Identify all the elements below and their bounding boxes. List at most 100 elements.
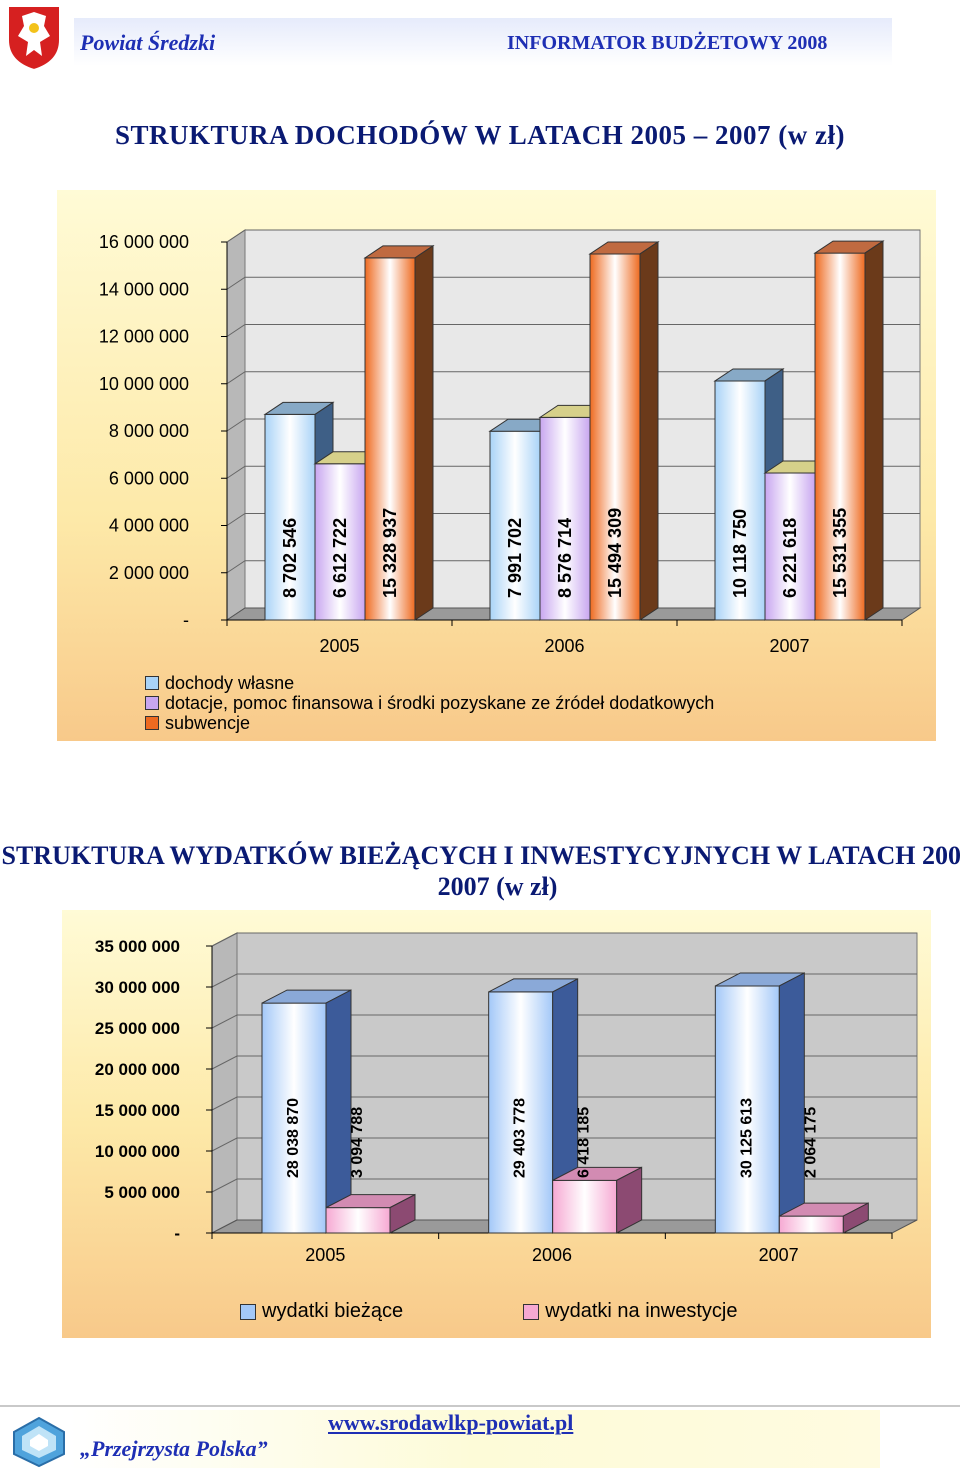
- legend-item-current-expenses: wydatki bieżące: [240, 1300, 403, 1323]
- y-tick-label: -: [183, 610, 189, 630]
- gridline: [211, 1137, 917, 1152]
- gridline: [226, 324, 920, 337]
- data-label: 29 403 778: [512, 1098, 529, 1178]
- expense-legend: wydatki bieżące wydatki na inwestycje: [240, 1300, 738, 1323]
- data-label: 8 576 714: [555, 518, 575, 598]
- gridline: [226, 465, 920, 479]
- y-tick-label: 16 000 000: [99, 232, 189, 252]
- data-label: 6 418 185: [576, 1107, 593, 1178]
- x-category-label: 2007: [759, 1245, 799, 1265]
- legend-item-grants: dotacje, pomoc finansowa i środki pozysk…: [145, 693, 714, 713]
- gridline: [226, 371, 920, 385]
- bar-side: [842, 1202, 869, 1234]
- county-crest-icon: [7, 5, 61, 72]
- gridline: [211, 1014, 917, 1029]
- bar-side: [864, 240, 884, 621]
- data-label: 2 064 175: [802, 1107, 819, 1178]
- chart-side-wall: [211, 932, 238, 1234]
- gridline: [211, 1096, 917, 1111]
- income-chart: - 2 000 000 4 000 000 6 000 000 8 000 000 10 …: [99, 229, 922, 656]
- data-label: 15 531 355: [830, 508, 850, 598]
- bar: [764, 472, 816, 621]
- y-tick-label: 4 000 000: [109, 516, 189, 536]
- bar: [814, 252, 866, 621]
- bar: [364, 257, 416, 621]
- legend-swatch: [145, 716, 159, 730]
- data-label: 30 125 613: [738, 1098, 755, 1178]
- bar: [552, 1179, 618, 1234]
- legend-item-own-income: dochody własne: [145, 673, 714, 693]
- gridline: [226, 229, 920, 243]
- x-category-label: 2005: [305, 1245, 345, 1265]
- income-chart-title: STRUKTURA DOCHODÓW W LATACH 2005 – 2007 …: [114, 120, 846, 150]
- y-tick-label: -: [174, 1224, 180, 1243]
- data-label: 7 991 702: [505, 518, 525, 598]
- x-category-label: 2006: [532, 1245, 572, 1265]
- header-band: [74, 18, 892, 66]
- bulletin-title: INFORMATOR BUDŻETOWY 2008: [507, 32, 828, 54]
- y-tick-label: 2 000 000: [109, 563, 189, 583]
- y-tick-label: 12 000 000: [99, 327, 189, 347]
- y-tick-label: 35 000 000: [95, 937, 180, 956]
- legend-swatch: [145, 676, 159, 690]
- y-tick-label: 15 000 000: [95, 1101, 180, 1120]
- transparent-poland-logo-icon: [13, 1416, 65, 1468]
- bar: [778, 1215, 844, 1234]
- y-tick-label: 25 000 000: [95, 1019, 180, 1038]
- legend-label: dochody własne: [165, 673, 295, 693]
- legend-label: wydatki bieżące: [262, 1300, 404, 1322]
- data-label: 28 038 870: [285, 1098, 302, 1178]
- county-name: Powiat Średzki: [80, 30, 216, 55]
- gridline: [211, 973, 917, 988]
- bar-side: [414, 244, 434, 621]
- footer-divider: [0, 1405, 960, 1407]
- legend-swatch: [145, 696, 159, 710]
- legend-item-subsidies: subwencje: [145, 713, 714, 733]
- x-category-label: 2005: [319, 636, 359, 656]
- gridline: [211, 1055, 917, 1070]
- data-label: 6 612 722: [330, 518, 350, 598]
- expense-chart: - 5 000 000 10 000 000 15 000 000 20 000 000…: [95, 932, 918, 1265]
- bar: [325, 1207, 391, 1234]
- data-label: 10 118 750: [730, 509, 750, 598]
- x-category-label: 2006: [544, 636, 584, 656]
- x-category-label: 2007: [769, 636, 809, 656]
- bar-side: [778, 972, 805, 1234]
- income-legend: dochody własne dotacje, pomoc finansowa …: [145, 673, 714, 733]
- data-label: 15 328 937: [380, 508, 400, 598]
- legend-swatch: [523, 1303, 540, 1320]
- data-label: 15 494 309: [605, 508, 625, 598]
- bar-side: [389, 1193, 416, 1234]
- bar: [314, 463, 366, 621]
- gridline: [226, 513, 920, 526]
- y-tick-label: 30 000 000: [95, 978, 180, 997]
- legend-label: wydatki na inwestycje: [545, 1300, 738, 1322]
- footer-band: [70, 1410, 880, 1468]
- bar-side: [616, 1166, 643, 1234]
- data-label: 3 094 788: [349, 1107, 366, 1178]
- y-tick-label: 14 000 000: [99, 279, 189, 299]
- y-tick-label: 5 000 000: [104, 1183, 180, 1202]
- y-tick-label: 20 000 000: [95, 1060, 180, 1079]
- gridline: [226, 560, 920, 574]
- bar: [539, 416, 591, 621]
- bar: [261, 1002, 327, 1234]
- gridline: [211, 1178, 917, 1193]
- data-label: 6 221 618: [780, 518, 800, 598]
- y-tick-label: 6 000 000: [109, 468, 189, 488]
- legend-swatch: [240, 1303, 256, 1320]
- legend-label: subwencje: [165, 713, 251, 733]
- bar-side: [639, 241, 659, 621]
- website-link[interactable]: www.srodawlkp-powiat.pl: [328, 1410, 574, 1435]
- y-tick-label: 10 000 000: [95, 1142, 180, 1161]
- gridline: [226, 418, 920, 432]
- gridline: [211, 932, 917, 947]
- data-label: 8 702 546: [280, 518, 300, 598]
- footer-slogan: „Przejrzysta Polska”: [80, 1436, 268, 1461]
- y-tick-label: 10 000 000: [99, 374, 189, 394]
- expense-chart-title: STRUKTURA WYDATKÓW BIEŻĄCYCH I INWESTYCY…: [1, 841, 960, 901]
- gridline: [226, 276, 920, 290]
- legend-item-investments: wydatki na inwestycje: [523, 1300, 738, 1323]
- legend-label: dotacje, pomoc finansowa i środki pozysk…: [165, 693, 715, 713]
- bar: [589, 253, 641, 621]
